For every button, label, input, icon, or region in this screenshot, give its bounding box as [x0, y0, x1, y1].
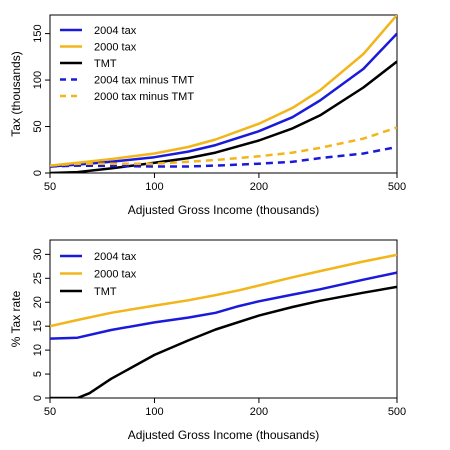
legend-label: 2004 tax: [94, 251, 137, 263]
x-tick-label: 200: [250, 181, 268, 193]
legend-label: 2000 tax: [94, 42, 137, 54]
series-line-2000-tax-minus-tmt: [50, 126, 397, 167]
x-tick-label: 100: [145, 406, 163, 418]
legend-label: 2004 tax: [94, 25, 137, 37]
x-tick-label: 50: [44, 406, 56, 418]
y-tick-label: 30: [32, 248, 44, 260]
x-tick-label: 500: [388, 181, 406, 193]
legend-label: 2000 tax: [94, 269, 137, 281]
x-tick-label: 100: [145, 181, 163, 193]
y-tick-label: 50: [32, 120, 44, 132]
series-line-tmt: [50, 285, 397, 398]
series-line-tmt: [50, 60, 397, 173]
x-tick-label: 50: [44, 181, 56, 193]
legend-label: 2000 tax minus TMT: [94, 91, 194, 103]
y-tick-label: 10: [32, 344, 44, 356]
series-line-2004-tax: [50, 271, 397, 340]
plot-frame: [49, 14, 398, 174]
y-tick-label: 15: [32, 320, 44, 332]
legend-label: TMT: [94, 58, 117, 70]
x-tick-label: 200: [250, 406, 268, 418]
y-tick-label: 20: [32, 296, 44, 308]
series-line-2004-tax-minus-tmt: [50, 145, 397, 168]
y-tick-label: 25: [32, 272, 44, 284]
legend: 2004 tax 2000 tax TMT 2004 tax minus TMT 200…: [60, 25, 194, 103]
x-axis-label: Adjusted Gross Income (thousands): [128, 428, 319, 442]
x-axis-label: Adjusted Gross Income (thousands): [128, 203, 319, 217]
tax-rate-chart: 50 100 200 500 0 5 10 15 20 25 30 Adjusted Gross In…: [9, 239, 406, 442]
y-tick-label: 0: [32, 395, 44, 401]
y-axis-label: Tax (thousands): [9, 51, 23, 136]
legend: 2004 tax 2000 tax TMT: [60, 251, 137, 298]
series-line-2000-tax: [50, 253, 397, 328]
y-axis-label: % Tax rate: [9, 290, 23, 347]
y-tick-label: 0: [32, 170, 44, 176]
series-line-2000-tax: [50, 15, 397, 167]
legend-label: 2004 tax minus TMT: [94, 75, 194, 87]
y-tick-label: 150: [32, 24, 44, 42]
legend-label: TMT: [94, 286, 117, 298]
y-tick-label: 5: [32, 371, 44, 377]
y-tick-label: 100: [32, 71, 44, 89]
x-tick-label: 500: [388, 406, 406, 418]
plot-frame: [49, 239, 398, 399]
